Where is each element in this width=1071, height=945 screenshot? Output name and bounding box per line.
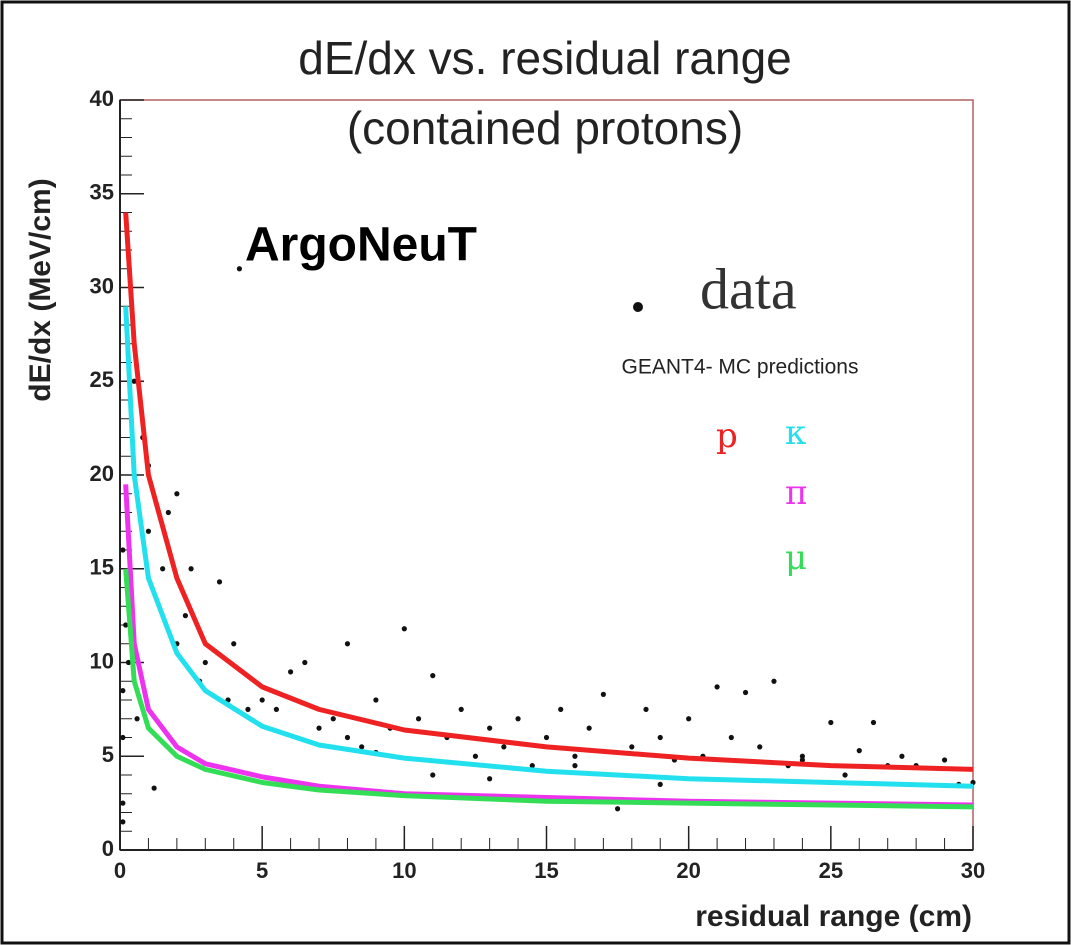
data-point	[259, 697, 265, 703]
data-point	[728, 734, 734, 741]
x-axis-label: residual range (cm)	[695, 900, 972, 933]
data-point	[643, 706, 649, 712]
data-point	[188, 566, 194, 572]
legend-label: p	[716, 416, 738, 456]
chart-subtitle: (contained protons)	[347, 102, 743, 154]
data-point	[828, 719, 834, 726]
data-point	[120, 547, 126, 553]
legend-label: κ	[785, 413, 806, 453]
data-point	[941, 757, 948, 763]
legend-label: π	[785, 473, 807, 513]
data-point	[757, 744, 763, 750]
curve	[123, 212, 974, 772]
y-tick-label: 5	[102, 742, 114, 767]
data-point	[515, 716, 521, 722]
data-point	[600, 691, 606, 697]
data-point	[558, 706, 564, 712]
data-point	[472, 753, 479, 759]
data-point	[216, 579, 223, 585]
data-point	[316, 725, 322, 731]
data-point	[359, 744, 365, 750]
data-point	[145, 528, 152, 534]
data-point	[288, 669, 294, 675]
chart-title: dE/dx vs. residual range	[298, 32, 792, 84]
y-tick-label: 20	[90, 461, 114, 486]
y-tick-label: 30	[90, 273, 114, 298]
x-tick-label: 20	[676, 858, 700, 883]
annotation: GEANT4- MC predictions	[622, 356, 859, 379]
data-point	[302, 659, 308, 666]
data-point	[742, 689, 749, 696]
data-point	[487, 776, 493, 782]
data-point	[657, 781, 663, 787]
data-point	[714, 684, 720, 690]
x-tick-label: 5	[256, 858, 268, 883]
data-point	[799, 753, 806, 759]
data-point	[231, 641, 237, 647]
y-tick-label: 10	[90, 648, 114, 673]
y-tick-label: 25	[90, 367, 114, 392]
data-point	[245, 706, 251, 712]
data-point	[529, 763, 535, 769]
data-point	[799, 757, 806, 763]
data-point	[629, 744, 635, 750]
data-point	[134, 716, 140, 722]
x-tick-label: 25	[819, 858, 843, 883]
data-point	[487, 725, 493, 731]
legend-marker	[633, 302, 643, 312]
data-point	[120, 688, 126, 694]
legend-label: μ	[785, 538, 807, 578]
data-point	[330, 716, 336, 722]
data-point	[174, 491, 180, 497]
annotation: ArgoNeuT	[245, 219, 477, 272]
y-axis-label: dE/dx (MeV/cm)	[24, 178, 57, 401]
data-point	[458, 706, 464, 712]
data-point	[430, 772, 436, 778]
y-tick-label: 0	[102, 836, 114, 861]
x-tick-label: 0	[114, 858, 126, 883]
data-point	[856, 748, 862, 754]
data-point	[202, 659, 208, 666]
data-point	[899, 753, 905, 759]
data-point	[586, 725, 592, 731]
data-point	[160, 566, 166, 572]
y-tick-label: 15	[90, 555, 114, 580]
data-point	[151, 785, 157, 791]
data-point	[415, 716, 422, 722]
data-point	[572, 753, 578, 759]
data-point	[686, 716, 692, 722]
data-point	[344, 734, 351, 741]
data-point	[430, 673, 436, 679]
y-tick-label: 40	[90, 86, 114, 111]
data-point	[572, 763, 578, 769]
data-point	[373, 697, 379, 703]
x-tick-label: 30	[961, 858, 985, 883]
data-point	[120, 819, 126, 825]
x-tick-label: 10	[392, 858, 416, 883]
data-point	[870, 719, 877, 726]
legend-label: data	[700, 256, 797, 321]
data-point	[344, 641, 351, 647]
data-point	[771, 678, 777, 684]
data-point	[543, 734, 550, 741]
data-point	[123, 622, 129, 628]
data-point	[614, 806, 621, 812]
y-tick-label: 35	[90, 180, 114, 205]
data-point	[120, 734, 126, 741]
x-tick-label: 15	[534, 858, 558, 883]
data-point	[120, 800, 126, 806]
data-point	[165, 509, 171, 516]
data-point	[273, 706, 279, 712]
data-point	[657, 734, 663, 741]
data-point	[401, 626, 407, 632]
curve	[123, 568, 974, 810]
data-point	[842, 772, 848, 778]
data-point	[125, 659, 132, 666]
data-point	[236, 266, 243, 272]
data-point	[131, 378, 137, 384]
data-point	[182, 613, 188, 619]
data-point	[501, 744, 507, 750]
curve	[123, 306, 974, 789]
